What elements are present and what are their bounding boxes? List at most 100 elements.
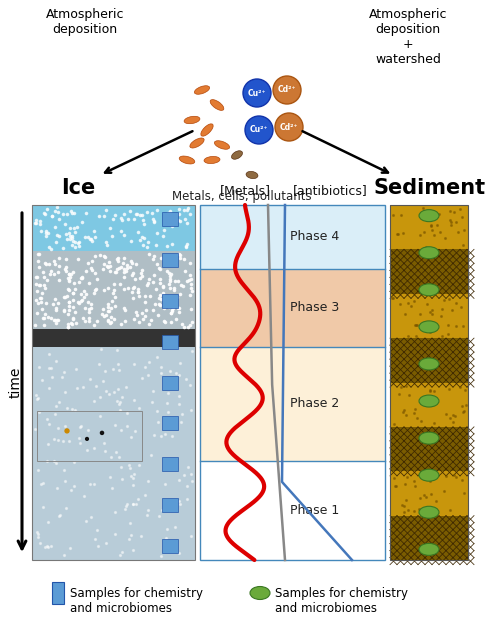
- Point: [167, 269, 175, 279]
- Point: [101, 252, 109, 263]
- Point: [69, 266, 77, 277]
- Point: [111, 529, 119, 539]
- Point: [53, 203, 61, 213]
- Point: [103, 261, 111, 271]
- Point: [89, 226, 97, 236]
- Point: [58, 371, 66, 381]
- Point: [74, 383, 82, 393]
- Point: [460, 406, 468, 416]
- Point: [87, 256, 95, 266]
- Point: [156, 300, 164, 311]
- Point: [48, 211, 56, 221]
- Point: [438, 331, 446, 341]
- Point: [114, 256, 122, 266]
- Point: [150, 215, 158, 226]
- Point: [140, 233, 148, 243]
- Point: [75, 241, 82, 251]
- Point: [163, 242, 171, 252]
- Point: [89, 479, 97, 489]
- Point: [139, 314, 147, 325]
- Point: [64, 319, 72, 329]
- Point: [428, 225, 436, 235]
- Point: [188, 317, 196, 327]
- Point: [107, 312, 115, 322]
- Point: [102, 237, 110, 247]
- Point: [111, 292, 119, 302]
- Point: [66, 436, 74, 446]
- Point: [77, 422, 84, 432]
- Point: [118, 392, 125, 402]
- Point: [99, 304, 107, 314]
- Point: [410, 296, 418, 306]
- Point: [45, 363, 53, 373]
- Bar: [200, 461, 385, 560]
- Point: [412, 330, 419, 341]
- Point: [136, 235, 144, 245]
- Point: [81, 286, 88, 296]
- Circle shape: [245, 116, 273, 144]
- Point: [102, 309, 110, 320]
- Point: [113, 345, 121, 355]
- Point: [121, 230, 128, 240]
- Point: [40, 208, 48, 219]
- Point: [69, 313, 77, 323]
- Point: [157, 264, 165, 274]
- Ellipse shape: [201, 124, 213, 136]
- Point: [77, 420, 85, 431]
- Point: [144, 505, 152, 515]
- Bar: [162, 539, 178, 553]
- Point: [405, 298, 412, 309]
- Point: [166, 272, 174, 282]
- Point: [105, 305, 113, 316]
- Point: [175, 303, 183, 313]
- Point: [34, 529, 41, 539]
- Point: [159, 281, 167, 291]
- Point: [175, 399, 183, 410]
- Point: [48, 210, 56, 220]
- Point: [110, 387, 118, 397]
- Point: [433, 507, 441, 518]
- Point: [125, 518, 133, 528]
- Point: [41, 309, 49, 320]
- Text: Phase 3: Phase 3: [290, 302, 339, 314]
- Bar: [37, 411, 142, 461]
- Point: [107, 302, 115, 312]
- Point: [52, 305, 60, 315]
- Point: [108, 296, 116, 306]
- Point: [128, 270, 136, 280]
- Point: [52, 318, 60, 328]
- Ellipse shape: [419, 432, 439, 444]
- Point: [151, 299, 159, 309]
- Point: [124, 263, 131, 273]
- Point: [138, 373, 146, 383]
- Point: [400, 501, 408, 511]
- Point: [50, 256, 58, 266]
- Point: [165, 206, 173, 216]
- Point: [125, 463, 133, 473]
- Text: Phase 1: Phase 1: [290, 504, 339, 517]
- Point: [93, 316, 101, 327]
- Point: [71, 227, 79, 237]
- Point: [34, 249, 41, 259]
- Point: [437, 311, 445, 321]
- Point: [441, 486, 449, 496]
- Point: [129, 473, 137, 484]
- Point: [175, 496, 183, 506]
- Point: [132, 307, 140, 318]
- Point: [143, 207, 151, 217]
- Point: [410, 475, 417, 486]
- Point: [66, 276, 74, 286]
- Point: [185, 275, 193, 285]
- Text: Cu²⁺: Cu²⁺: [248, 88, 266, 98]
- Point: [62, 254, 70, 264]
- Point: [78, 217, 86, 227]
- Bar: [390, 294, 468, 338]
- Point: [145, 273, 153, 284]
- Point: [41, 258, 48, 268]
- Point: [160, 303, 168, 313]
- Point: [141, 297, 149, 307]
- Point: [139, 215, 147, 225]
- Point: [435, 208, 443, 219]
- Point: [59, 209, 67, 219]
- Point: [95, 210, 103, 220]
